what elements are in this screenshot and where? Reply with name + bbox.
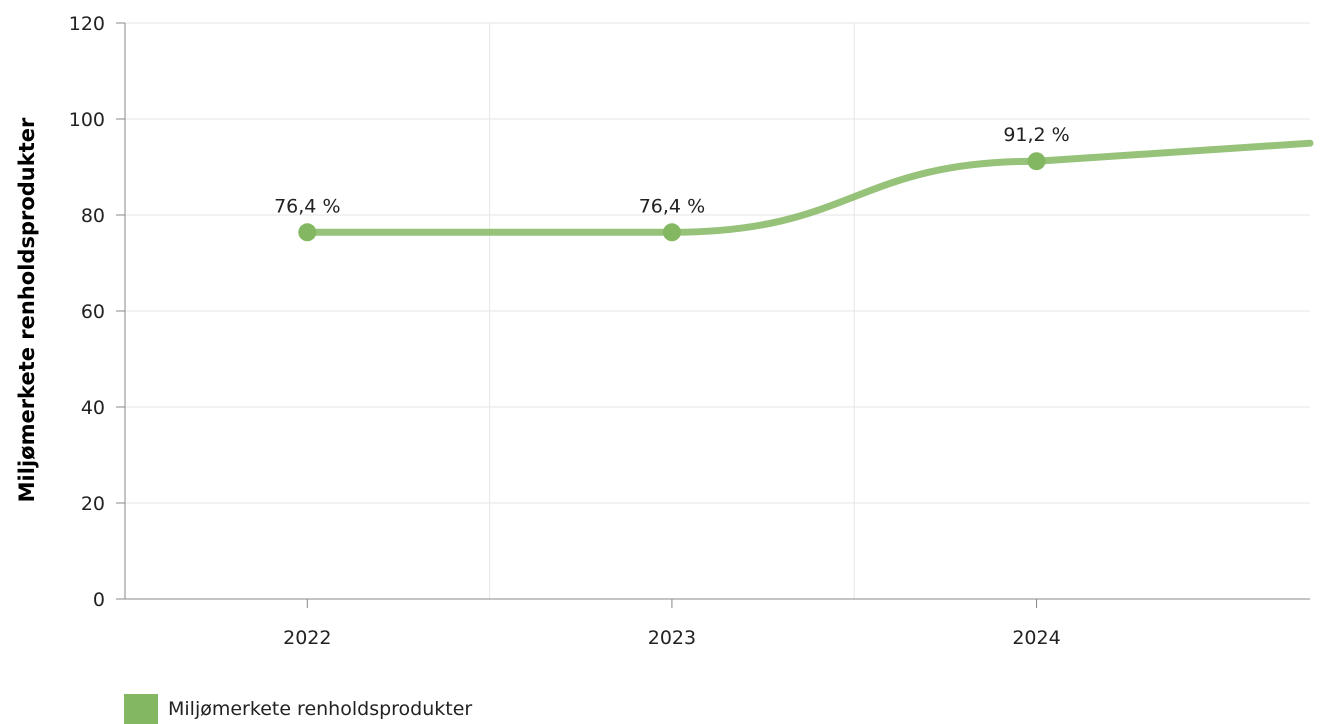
- data-point: [298, 223, 317, 242]
- legend-label: Miljømerkete renholdsprodukter: [168, 698, 473, 720]
- data-point: [1027, 152, 1046, 171]
- y-axis-title: Miljømerkete renholdsprodukter: [15, 117, 39, 502]
- y-tick-label: 60: [81, 301, 105, 323]
- data-label: 76,4 %: [639, 195, 705, 217]
- legend[interactable]: Miljømerkete renholdsprodukter: [124, 694, 472, 724]
- x-tick-label: 2022: [283, 627, 331, 649]
- data-label: 76,4 %: [274, 195, 340, 217]
- x-axis-ticks: 2022 2023 2024: [283, 599, 1061, 649]
- data-label: 91,2 %: [1003, 124, 1069, 146]
- legend-swatch: [124, 694, 158, 724]
- y-tick-label: 80: [81, 205, 105, 227]
- x-tick-label: 2024: [1012, 627, 1060, 649]
- data-point: [662, 223, 681, 242]
- data-points: [298, 152, 1046, 242]
- x-tick-label: 2023: [648, 627, 696, 649]
- grid-lines: [125, 22, 1310, 599]
- y-tick-label: 20: [81, 493, 105, 515]
- series-group: [303, 139, 1314, 236]
- data-labels: 76,4 % 76,4 % 91,2 %: [274, 124, 1070, 217]
- y-tick-label: 40: [81, 397, 105, 419]
- y-axis-ticks: 0 20 40 60 80 100 120: [69, 13, 125, 611]
- y-tick-label: 120: [69, 13, 105, 35]
- series-line: [303, 139, 1314, 236]
- y-tick-label: 0: [93, 589, 105, 611]
- y-tick-label: 100: [69, 109, 105, 131]
